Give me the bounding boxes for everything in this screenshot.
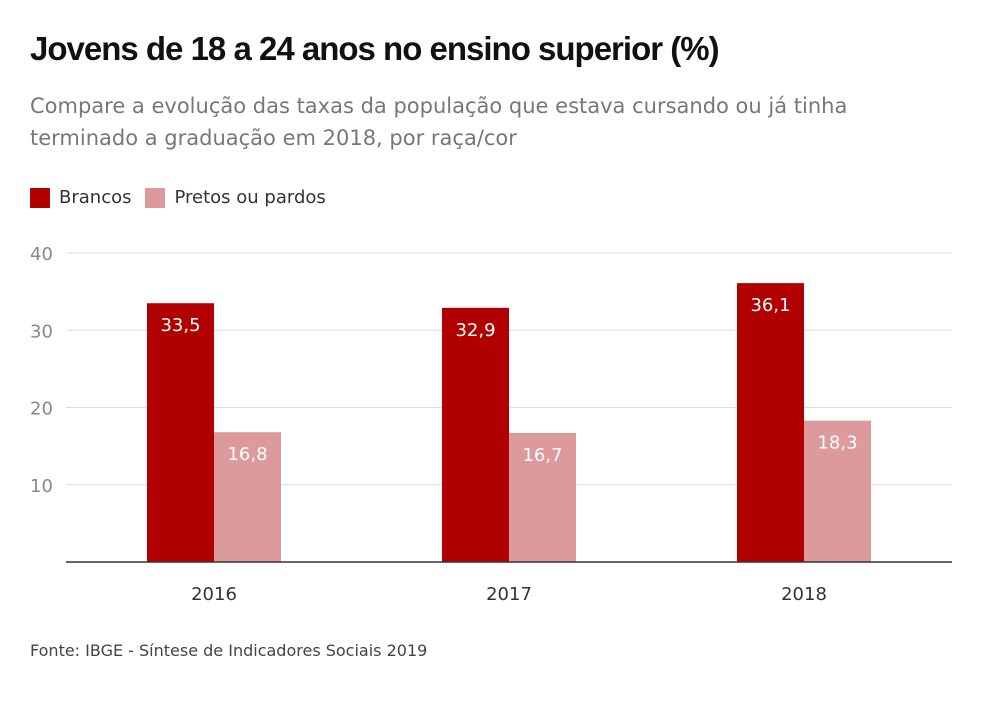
legend-swatch-brancos [30,187,50,208]
bar-value-label: 18,3 [817,433,857,454]
bar-value-label: 16,8 [227,444,267,465]
bar-value-label: 33,5 [160,315,200,336]
y-tick-label: 40 [30,244,53,265]
bar-value-label: 16,7 [522,445,562,466]
bar [214,432,281,562]
bar-value-label: 32,9 [455,320,495,341]
y-tick-label: 20 [30,399,53,420]
bar [737,283,804,562]
bar [804,420,871,562]
legend: Brancos Pretos ou pardos [30,187,340,208]
y-tick-label: 30 [30,321,53,342]
x-tick-label: 2017 [486,584,532,605]
bar-value-label: 36,1 [750,295,790,316]
legend-swatch-pretos-ou-pardos [145,187,166,208]
legend-item-brancos: Brancos [30,187,131,208]
bar [442,307,509,562]
x-tick-label: 2016 [191,584,237,605]
y-tick-label: 10 [30,476,53,497]
bar [509,432,576,562]
source-note: Fonte: IBGE - Síntese de Indicadores Soc… [30,641,428,660]
legend-label-brancos: Brancos [59,187,132,208]
legend-item-pretos-ou-pardos: Pretos ou pardos [145,187,326,208]
x-tick-label: 2018 [781,584,827,605]
chart-subtitle: Compare a evolução das taxas da populaçã… [30,94,848,150]
legend-label-pretos-ou-pardos: Pretos ou pardos [174,187,326,208]
chart-title: Jovens de 18 a 24 anos no ensino superio… [30,30,720,67]
bar [147,303,214,562]
